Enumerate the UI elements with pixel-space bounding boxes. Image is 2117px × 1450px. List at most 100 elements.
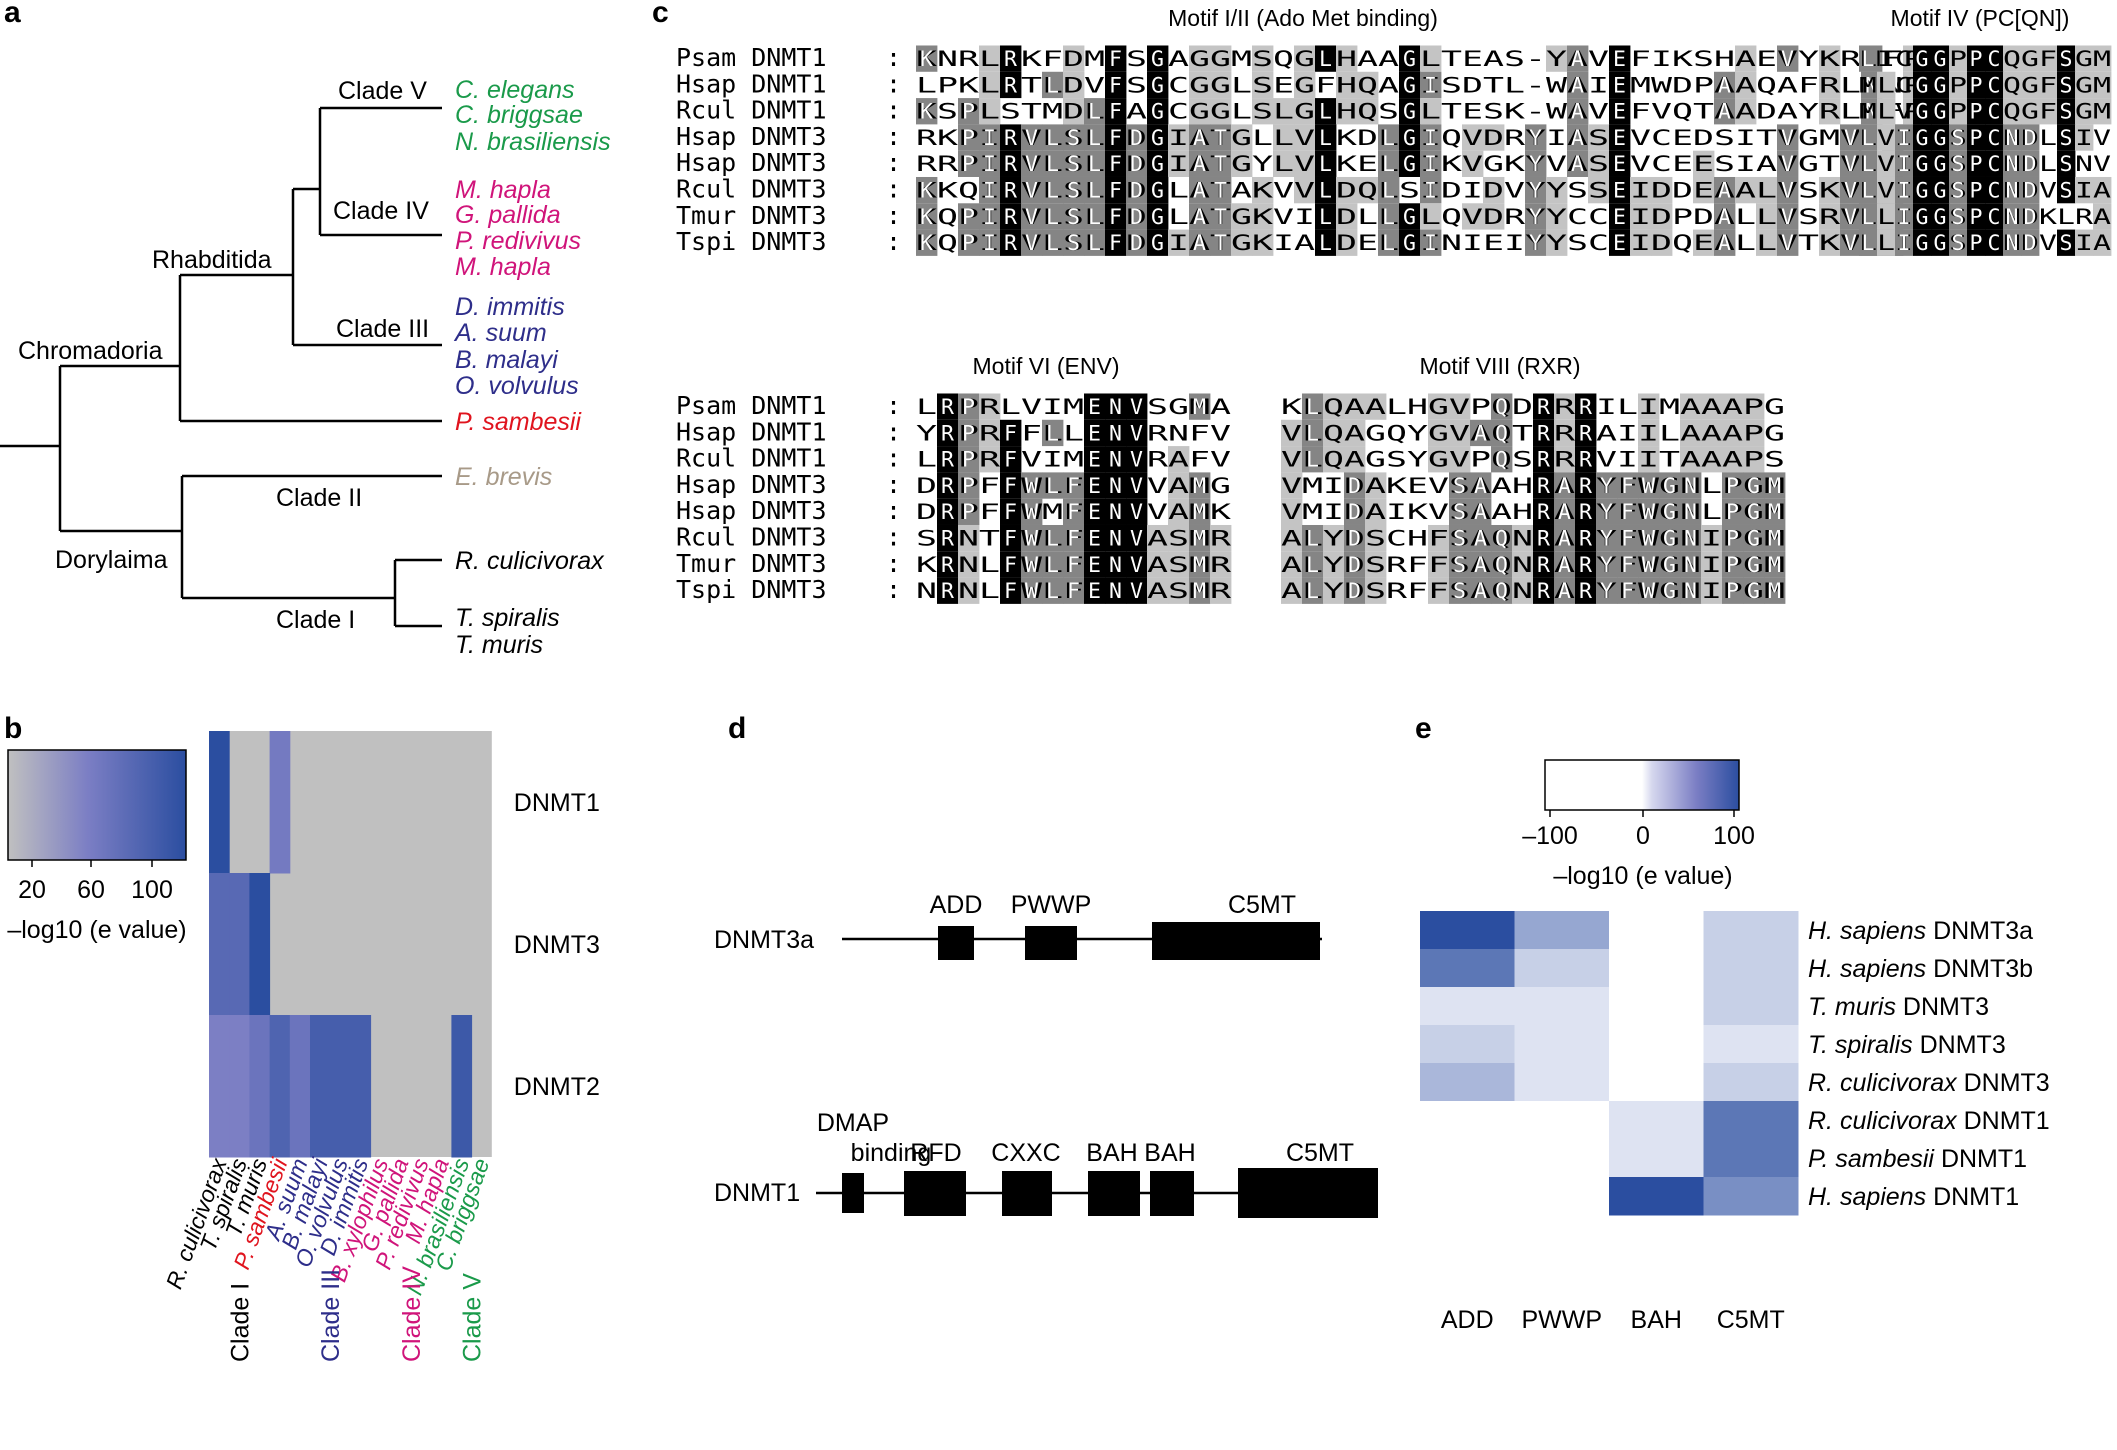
residue-shade [1819, 203, 1841, 230]
residue-shade [2057, 124, 2076, 151]
residue-shade [1722, 524, 1744, 552]
residue-shade [1470, 419, 1492, 447]
residue-shade [1252, 45, 1274, 72]
residue-shade [1931, 229, 1950, 256]
residue-highlight: A [1474, 500, 1487, 525]
residue-shade [1470, 498, 1492, 525]
residue-shade [1084, 98, 1106, 125]
residue-shade [1042, 551, 1064, 578]
residue-shade [1659, 472, 1681, 499]
residue-shade [1344, 446, 1366, 473]
residue-shade [1147, 203, 1169, 230]
residue-shade [1021, 498, 1043, 525]
residue-shade [1000, 45, 1022, 72]
residue-shade [1985, 229, 2004, 256]
residue-highlight: R [1004, 47, 1017, 72]
tree-node-label: Rhabditida [152, 246, 272, 274]
residue-highlight: E [1088, 553, 1101, 578]
residue-shade [1895, 203, 1914, 230]
alignment-colon: : [886, 43, 901, 72]
residue-highlight: L [1088, 231, 1101, 256]
residue-shade [1567, 45, 1589, 72]
residue-shade [1533, 498, 1555, 525]
residue-shade [1913, 176, 1932, 204]
residue-shade [1659, 551, 1681, 578]
residue-shade [1000, 524, 1022, 552]
residue-highlight: N [2006, 205, 2019, 230]
residue-highlight: P [1726, 579, 1739, 604]
residue-highlight: N [2006, 179, 2019, 204]
residue-shade [2075, 229, 2094, 256]
residue-shade [2003, 45, 2022, 72]
residue-shade [1617, 577, 1639, 604]
residue-highlight: G [1934, 205, 1947, 230]
residue-shade [2057, 229, 2076, 256]
residue-shade [1596, 498, 1618, 525]
residue-shade [1617, 498, 1639, 525]
residue-shade [1819, 229, 1841, 256]
residue-shade [1701, 551, 1723, 578]
residue-highlight: R [1579, 448, 1592, 473]
residue-shade [1210, 577, 1232, 604]
residue-shade [1567, 98, 1589, 125]
residue-shade [1344, 498, 1366, 525]
residue-highlight: W [1025, 553, 1038, 578]
residue-highlight: N [1865, 100, 1878, 125]
residue-highlight: R [1537, 579, 1550, 604]
residue-shade [1399, 45, 1421, 72]
residue-highlight: N [1109, 553, 1122, 578]
residue-highlight: F [1109, 179, 1122, 204]
residue-highlight: W [1025, 579, 1038, 604]
residue-highlight: G [1916, 231, 1929, 256]
heatmap-e-row-label: H. sapiens DNMT3b [1808, 955, 2033, 983]
residue-highlight: A [1558, 553, 1571, 578]
residue-highlight: S [2060, 126, 2073, 151]
residue-shade [1449, 551, 1471, 578]
residue-highlight: F [1067, 500, 1080, 525]
residue-shade [1252, 203, 1274, 230]
residue-shade [1722, 393, 1744, 420]
residue-shade [1967, 71, 1986, 99]
residue-shade [1420, 229, 1442, 256]
residue-shade [1756, 176, 1778, 204]
residue-shade [1659, 577, 1681, 604]
alignment-sequence: DRPFFWLFENVVAMG [916, 474, 1231, 499]
residue-shade [1357, 71, 1379, 99]
residue-highlight: A [1571, 126, 1584, 151]
residue-highlight: F [1004, 448, 1017, 473]
residue-shade [1764, 472, 1786, 499]
residue-shade [958, 419, 980, 447]
residue-shade [1743, 419, 1765, 447]
residue-shade [1638, 577, 1660, 604]
residue-highlight: L [1088, 205, 1101, 230]
svg-text:Clade I: Clade I [226, 1283, 254, 1362]
residue-highlight: G [1663, 579, 1676, 604]
heatmap-b-clade-label: Clade V [459, 1273, 487, 1362]
residue-shade [1949, 45, 1968, 72]
tree-node-label: Clade V [338, 77, 427, 105]
residue-shade [1680, 393, 1702, 420]
residue-shade [958, 472, 980, 499]
residue-shade [1967, 124, 1986, 151]
alignment-sequence: ALYDSRFFSAQNRARYFWGNIPGM [1281, 579, 1785, 604]
alignment-sequence: KQPIRVLSLFDGIATGKIALDELGINIEIYYSCEIDQEAL… [916, 231, 1924, 256]
alignment-seq-name: Tspi DNMT3 [676, 575, 827, 604]
residue-shade [1840, 124, 1862, 151]
alignment-seq-name: Rcul DNMT1 [676, 444, 827, 473]
residue-highlight: V [1025, 152, 1038, 177]
residue-highlight: D [2024, 205, 2037, 230]
residue-highlight: R [941, 448, 954, 473]
heatmap-e-cell [1703, 1177, 1799, 1216]
residue-shade [1126, 176, 1148, 204]
alignment-colon: : [886, 391, 901, 420]
residue-highlight: L [1319, 152, 1332, 177]
residue-shade [1931, 98, 1950, 125]
residue-shade [1302, 393, 1324, 420]
alignment-sequence: LLIGGSPCNDKLRA [1859, 205, 2111, 230]
residue-shade [1491, 577, 1513, 604]
residue-highlight: G [1747, 579, 1760, 604]
residue-shade [916, 176, 938, 204]
residue-shade [2057, 176, 2076, 204]
residue-highlight: E [1088, 395, 1101, 420]
residue-shade [1651, 229, 1673, 256]
